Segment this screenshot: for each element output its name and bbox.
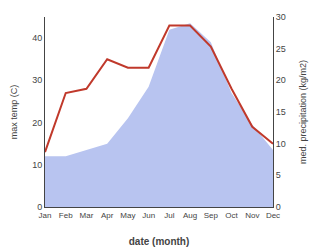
svg-text:Mar: Mar: [80, 211, 94, 220]
svg-text:30: 30: [276, 12, 286, 22]
svg-text:Apr: Apr: [101, 211, 114, 220]
svg-text:20: 20: [276, 75, 286, 85]
svg-text:40: 40: [32, 33, 42, 43]
svg-text:Nov: Nov: [245, 211, 259, 220]
svg-text:Jul: Jul: [164, 211, 174, 220]
svg-text:Jan: Jan: [39, 211, 52, 220]
svg-text:20: 20: [32, 118, 42, 128]
svg-text:10: 10: [32, 160, 42, 170]
svg-text:Jun: Jun: [142, 211, 155, 220]
svg-text:Oct: Oct: [225, 211, 238, 220]
svg-text:25: 25: [276, 44, 286, 54]
svg-text:Sep: Sep: [204, 211, 219, 220]
svg-text:May: May: [120, 211, 135, 220]
svg-text:max temp (C): max temp (C): [9, 85, 19, 140]
svg-text:date (month): date (month): [129, 236, 190, 247]
svg-text:0: 0: [37, 202, 42, 212]
svg-text:30: 30: [32, 75, 42, 85]
svg-text:Feb: Feb: [59, 211, 73, 220]
svg-text:Aug: Aug: [183, 211, 197, 220]
svg-text:10: 10: [276, 139, 286, 149]
svg-text:Dec: Dec: [266, 211, 280, 220]
svg-text:5: 5: [276, 170, 281, 180]
svg-text:0: 0: [276, 202, 281, 212]
svg-text:15: 15: [276, 107, 286, 117]
svg-text:med. precipitation (kg/m2): med. precipitation (kg/m2): [298, 60, 308, 164]
